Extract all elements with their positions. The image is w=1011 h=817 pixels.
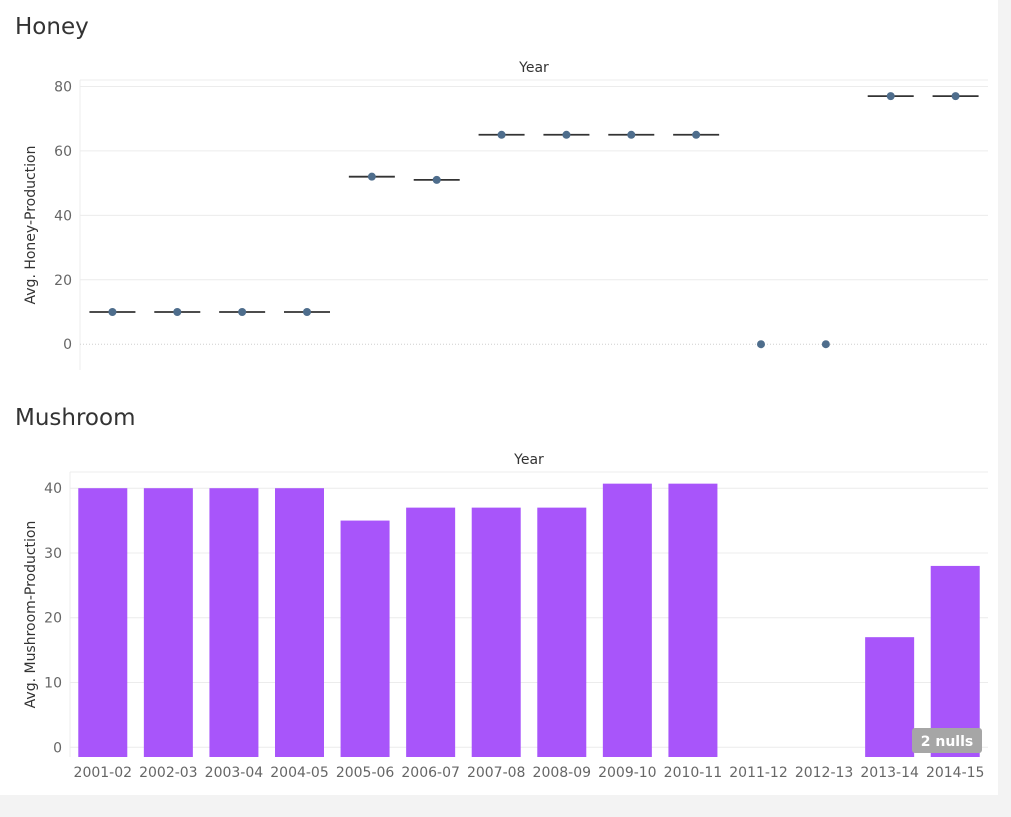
- honey-data-point[interactable]: [367, 172, 376, 181]
- honey-data-point[interactable]: [627, 130, 636, 139]
- honey-y-tick-label: 40: [54, 208, 72, 224]
- mushroom-bar[interactable]: [340, 520, 390, 757]
- dashboard: Honey Year 0 20 40 60 80 Avg. Honey-Production…: [0, 0, 998, 795]
- mushroom-x-tick-label: 2006-07: [401, 765, 460, 781]
- mushroom-bar[interactable]: [537, 507, 587, 757]
- honey-x-tick-label: 2006-07: [407, 394, 466, 395]
- honey-x-tick-label: 2001-02: [83, 394, 142, 395]
- mushroom-x-tick-label: 2004-05: [270, 765, 329, 781]
- mushroom-bar[interactable]: [602, 483, 652, 757]
- mushroom-x-tick-label: 2001-02: [74, 765, 133, 781]
- mushroom-bar[interactable]: [209, 488, 259, 757]
- mushroom-y-tick-label: 40: [44, 481, 62, 497]
- mushroom-column-header: Year: [513, 452, 544, 468]
- honey-y-tick-label: 60: [54, 144, 72, 160]
- honey-sheet-title: Honey: [15, 14, 89, 40]
- honey-data-point[interactable]: [692, 130, 701, 139]
- honey-data-point[interactable]: [108, 308, 117, 316]
- mushroom-x-tick-label: 2003-04: [205, 765, 264, 781]
- honey-x-tick-label: 2011-12: [732, 394, 791, 395]
- honey-x-tick-label: 2002-03: [148, 394, 207, 395]
- mushroom-bar[interactable]: [275, 488, 324, 757]
- mushroom-x-tick-label: 2009-10: [598, 765, 657, 781]
- honey-x-tick-label: 2007-08: [472, 394, 531, 395]
- mushroom-bar[interactable]: [930, 565, 980, 757]
- mushroom-chart[interactable]: Year 0 10 20 30 40 Avg. Mushroom-Production 200…: [0, 442, 998, 782]
- honey-data-point[interactable]: [173, 308, 182, 316]
- mushroom-bar[interactable]: [143, 488, 193, 757]
- honey-y-tick-label: 80: [54, 79, 72, 95]
- null-indicator-badge[interactable]: [912, 728, 982, 753]
- mushroom-bar[interactable]: [471, 507, 521, 757]
- mushroom-x-tick-label: 2012-13: [795, 765, 854, 781]
- mushroom-y-tick-label: 10: [44, 676, 62, 692]
- mushroom-x-tick-label: 2005-06: [336, 765, 395, 781]
- mushroom-x-tick-label: 2002-03: [139, 765, 198, 781]
- mushroom-x-tick-label: 2007-08: [467, 765, 526, 781]
- mushroom-y-tick-label: 20: [44, 611, 62, 627]
- honey-y-tick-label: 0: [63, 337, 72, 353]
- mushroom-sheet-title: Mushroom: [15, 405, 136, 431]
- honey-x-tick-label: 2010-11: [667, 394, 726, 395]
- mushroom-bar[interactable]: [865, 637, 915, 757]
- honey-y-axis-title: Avg. Honey-Production: [23, 146, 39, 305]
- honey-x-tick-label: 2008-09: [537, 394, 596, 395]
- honey-chart[interactable]: Year 0 20 40 60 80 Avg. Honey-Production 2001-0…: [0, 50, 998, 395]
- mushroom-x-tick-label: 2013-14: [860, 765, 919, 781]
- honey-column-header: Year: [518, 60, 549, 76]
- honey-data-point[interactable]: [821, 340, 830, 349]
- mushroom-bar[interactable]: [406, 507, 456, 757]
- honey-x-tick-label: 2014-15: [926, 394, 985, 395]
- honey-x-tick-label: 2005-06: [343, 394, 402, 395]
- honey-data-point[interactable]: [757, 340, 765, 349]
- honey-x-tick-label: 2009-10: [602, 394, 661, 395]
- honey-data-point[interactable]: [562, 130, 571, 139]
- mushroom-y-tick-label: 30: [44, 546, 62, 562]
- mushroom-bar[interactable]: [78, 488, 128, 757]
- honey-x-tick-label: 2004-05: [278, 394, 337, 395]
- honey-x-tick-label: 2003-04: [213, 394, 272, 395]
- honey-x-tick-label: 2013-14: [861, 394, 920, 395]
- honey-data-point[interactable]: [303, 308, 311, 316]
- mushroom-bar[interactable]: [668, 483, 718, 757]
- mushroom-y-axis-title: Avg. Mushroom-Production: [23, 521, 39, 709]
- mushroom-x-tick-label: 2014-15: [926, 765, 985, 781]
- mushroom-y-tick-label: 0: [53, 740, 62, 756]
- honey-data-point[interactable]: [238, 308, 247, 316]
- honey-data-point[interactable]: [951, 92, 960, 101]
- honey-y-tick-label: 20: [54, 273, 72, 289]
- honey-x-tick-label: 2012-13: [797, 394, 856, 395]
- mushroom-x-tick-label: 2011-12: [729, 765, 788, 781]
- honey-data-point[interactable]: [497, 130, 506, 139]
- null-indicator-label: 2 nulls: [921, 734, 973, 750]
- honey-data-point[interactable]: [432, 175, 441, 184]
- mushroom-x-tick-label: 2010-11: [664, 765, 723, 781]
- mushroom-x-tick-label: 2008-09: [533, 765, 592, 781]
- honey-data-point[interactable]: [886, 92, 895, 101]
